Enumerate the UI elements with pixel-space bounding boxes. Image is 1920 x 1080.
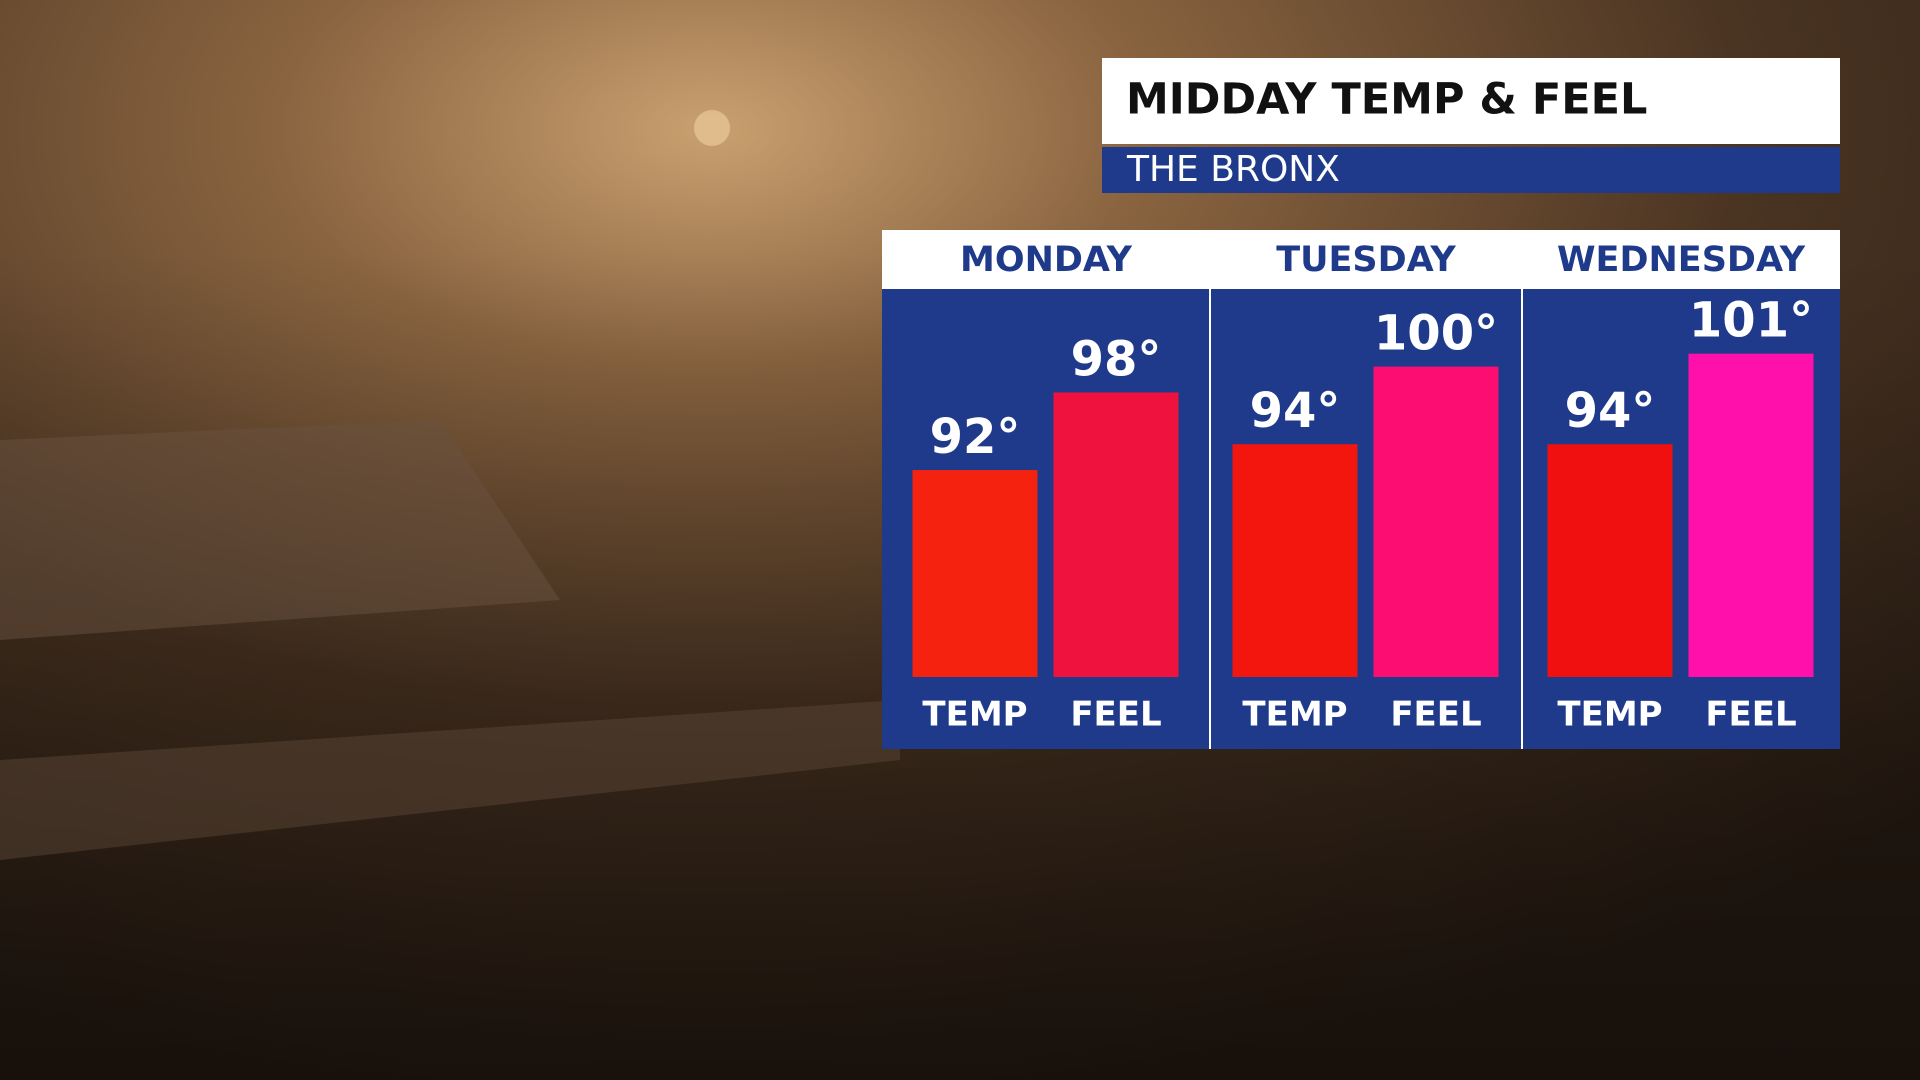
- series-label: TEMP: [922, 695, 1027, 735]
- value-label: 94°: [1250, 383, 1341, 439]
- sun: [694, 110, 730, 146]
- bar: [912, 470, 1038, 677]
- road: [0, 700, 900, 860]
- value-label: 94°: [1565, 383, 1656, 439]
- series-label: TEMP: [1242, 695, 1347, 735]
- series-label: FEEL: [1390, 695, 1481, 735]
- subtitle: THE BRONX: [1126, 149, 1340, 190]
- bar: [1547, 444, 1673, 677]
- subtitle-bar: [1102, 147, 1840, 193]
- bar: [1053, 392, 1179, 677]
- value-label: 98°: [1071, 331, 1162, 387]
- value-label: 92°: [930, 409, 1021, 465]
- series-label: FEEL: [1705, 695, 1796, 735]
- value-label: 101°: [1689, 293, 1813, 349]
- chart-title: MIDDAY TEMP & FEEL: [1126, 75, 1647, 125]
- day-label: WEDNESDAY: [1557, 240, 1806, 280]
- series-label: TEMP: [1557, 695, 1662, 735]
- building: [0, 420, 560, 640]
- bar: [1232, 444, 1358, 677]
- day-header: [882, 230, 1840, 289]
- title-box: [1102, 58, 1840, 144]
- day-label: MONDAY: [960, 240, 1133, 280]
- value-label: 100°: [1374, 306, 1498, 362]
- chart-panel: [882, 289, 1840, 749]
- day-label: TUESDAY: [1276, 240, 1456, 280]
- series-label: FEEL: [1070, 695, 1161, 735]
- bar: [1688, 353, 1814, 677]
- bar: [1373, 366, 1499, 677]
